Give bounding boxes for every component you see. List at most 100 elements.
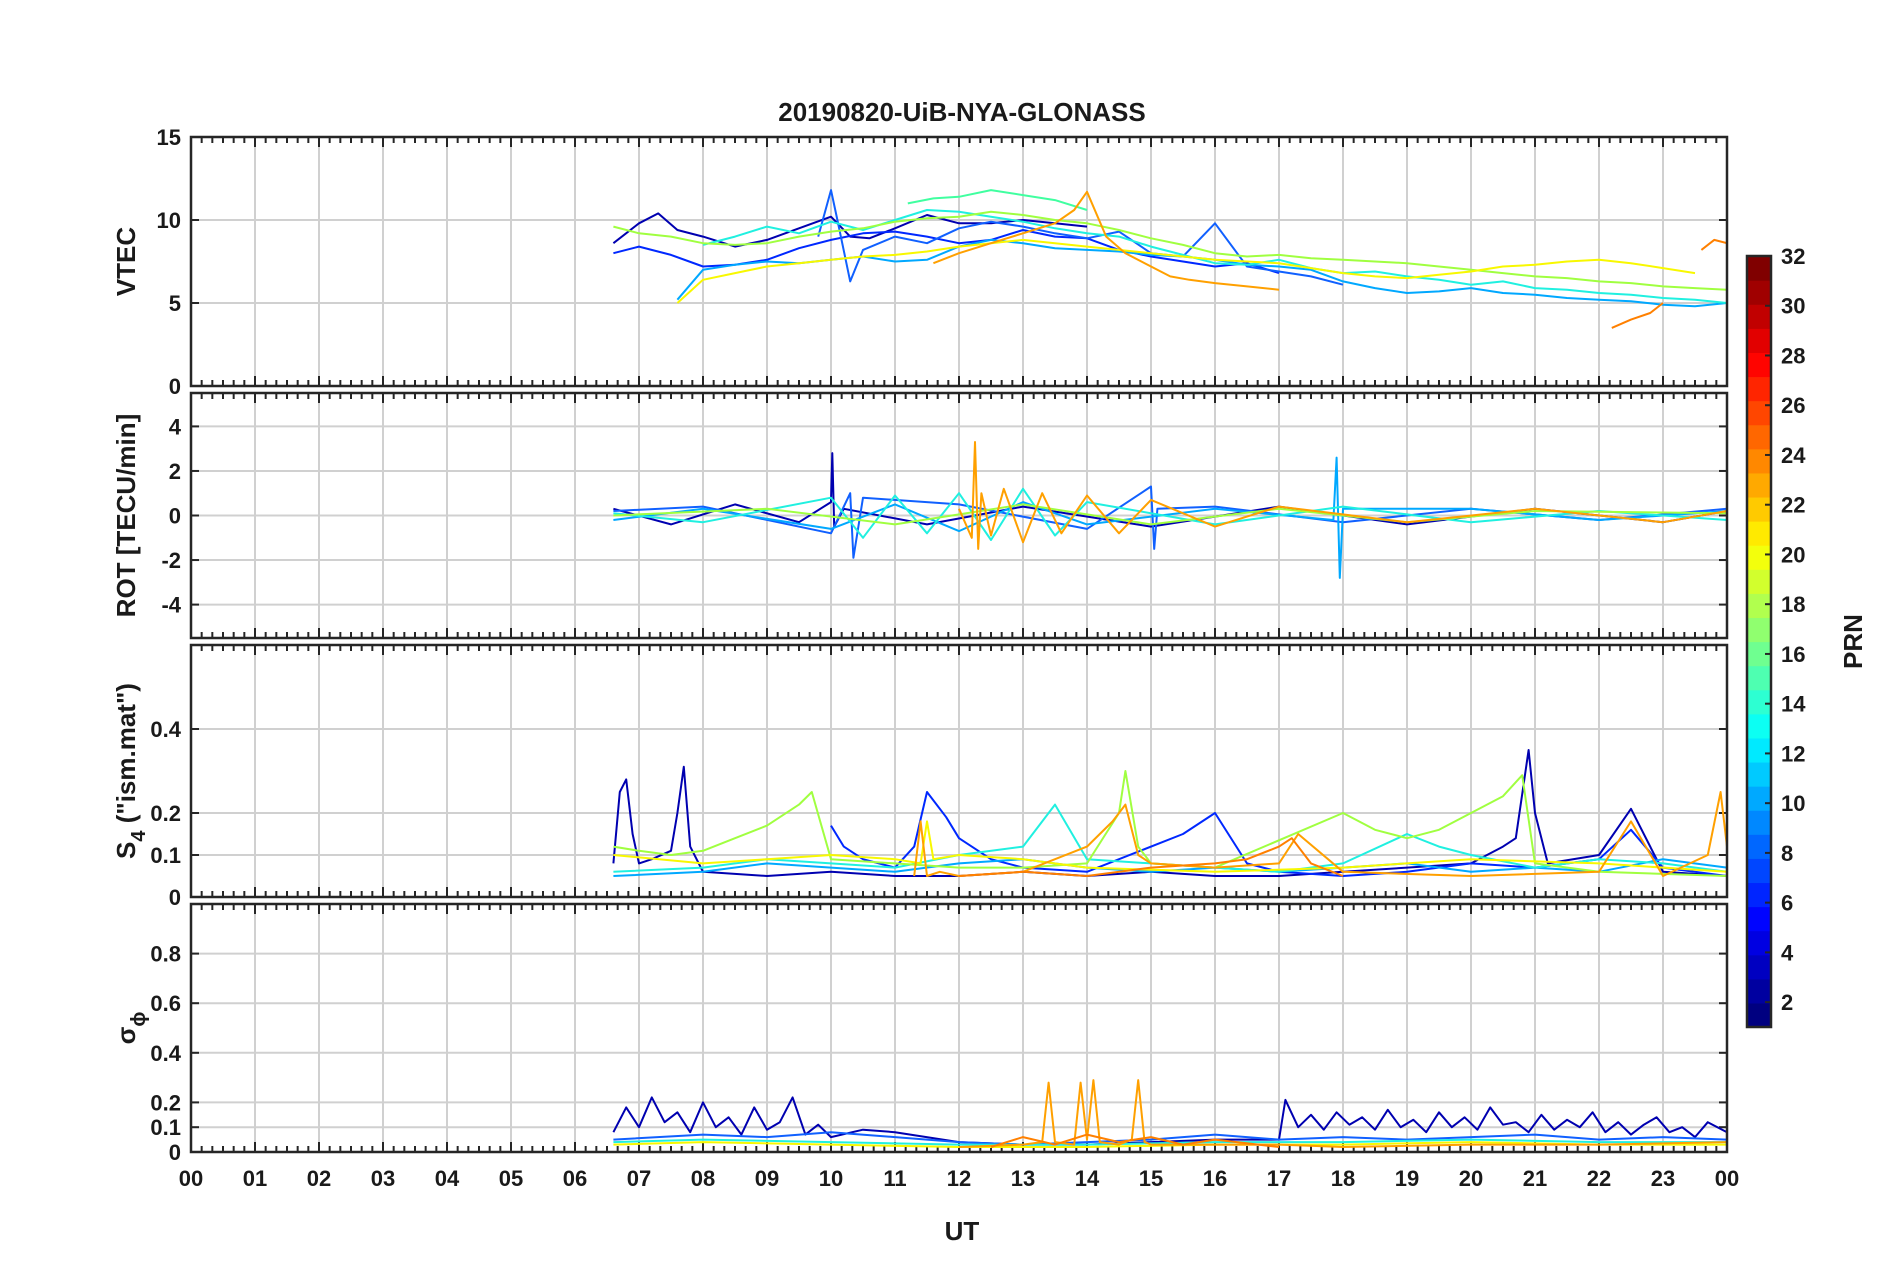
x-tick-label: 17 <box>1267 1166 1291 1191</box>
colorbar-segment <box>1747 834 1771 859</box>
x-tick-label: 00 <box>1715 1166 1739 1191</box>
x-axis-label: UT <box>945 1216 980 1246</box>
panel-s4: 0 0.1 0.2 0.4S4 ("ism.mat") <box>111 643 1729 910</box>
colorbar-frame <box>1745 254 1773 1029</box>
colorbar-tick-label: 30 <box>1781 294 1805 319</box>
colorbar-tick-label: 22 <box>1781 493 1805 518</box>
panel-rot: -4 -2 0 2 4 ROT [TECU/min] <box>111 391 1729 640</box>
series-line <box>907 189 1088 211</box>
y-tick-label: 10 <box>157 208 181 233</box>
colorbar-segment <box>1747 689 1771 715</box>
x-tick-label: 05 <box>499 1166 523 1191</box>
x-tick-label: 22 <box>1587 1166 1611 1191</box>
y-tick-label: 0 <box>169 1140 181 1165</box>
series-line <box>613 1131 1727 1146</box>
panel-frame <box>189 391 1729 640</box>
y-tick-label: 5 <box>169 291 181 316</box>
colorbar-segment <box>1747 810 1771 835</box>
colorbar-tick-label: 32 <box>1781 244 1805 269</box>
x-tick-label: 08 <box>691 1166 715 1191</box>
colorbar-tick-label: 14 <box>1781 692 1806 717</box>
y-tick-label: -2 <box>161 548 181 573</box>
x-tick-label: 02 <box>307 1166 331 1191</box>
colorbar-tick-label: 28 <box>1781 343 1805 368</box>
colorbar-tick-label: 8 <box>1781 841 1793 866</box>
colorbar-tick-label: 20 <box>1781 542 1805 567</box>
series-line <box>933 190 1280 291</box>
colorbar-tick-label: 18 <box>1781 592 1805 617</box>
series-line <box>817 189 1344 286</box>
y-axis-label: S4 ("ism.mat") <box>111 683 150 859</box>
colorbar-segment <box>1747 593 1771 619</box>
y-tick-label: 0.1 <box>150 843 181 868</box>
y-tick-label: 0.6 <box>150 991 181 1016</box>
panel-sigma: 00.10.2 0.4 0.6 0.8 σϕ <box>111 902 1729 1165</box>
colorbar-tick-label: 12 <box>1781 741 1805 766</box>
x-tick-label: 23 <box>1651 1166 1675 1191</box>
colorbar-tick-label: 4 <box>1781 940 1794 965</box>
y-tick-label: -4 <box>161 593 181 618</box>
series-line <box>1700 238 1727 251</box>
series-line <box>958 1079 1727 1148</box>
x-tick-label: 00 <box>179 1166 203 1191</box>
colorbar-tick-label: 26 <box>1781 393 1805 418</box>
colorbar-tick-label: 2 <box>1781 990 1793 1015</box>
x-tick-label: 18 <box>1331 1166 1355 1191</box>
panel-vtec: 0 5 10 15 VTEC <box>111 125 1729 399</box>
colorbar-segment <box>1747 569 1771 594</box>
series-line <box>612 1096 1727 1146</box>
series-line <box>990 1133 1280 1148</box>
series-line <box>958 441 1727 550</box>
y-axis-label: VTEC <box>111 227 141 297</box>
colorbar-segment <box>1747 858 1771 884</box>
y-tick-label: 0 <box>169 504 181 529</box>
colorbar-segment <box>1747 376 1771 402</box>
series-line <box>613 820 1727 873</box>
colorbar-segment <box>1747 496 1771 522</box>
series-line <box>613 1141 1727 1148</box>
panel-frame <box>189 135 1729 388</box>
y-tick-label: 0 <box>169 374 181 399</box>
series-line <box>958 837 1344 877</box>
series-line <box>1611 302 1664 329</box>
y-tick-label: 2 <box>169 459 181 484</box>
series-line <box>613 456 1727 579</box>
x-tick-label: 15 <box>1139 1166 1163 1191</box>
y-tick-label: 0.1 <box>150 1115 181 1140</box>
colorbar-segment <box>1747 352 1771 378</box>
colorbar-segment <box>1747 328 1771 353</box>
x-tick-label: 01 <box>243 1166 267 1191</box>
panel-frame <box>189 643 1729 899</box>
series-line <box>613 858 1727 877</box>
x-tick-label: 06 <box>563 1166 587 1191</box>
colorbar-label: PRN <box>1838 614 1868 669</box>
colorbar-segment <box>1747 761 1771 787</box>
y-tick-label: 0 <box>169 885 181 910</box>
x-tick-label: 19 <box>1395 1166 1419 1191</box>
colorbar-tick-label: 10 <box>1781 791 1805 816</box>
x-tick-label: 13 <box>1011 1166 1035 1191</box>
colorbar-segment <box>1747 545 1771 570</box>
colorbar-segment <box>1747 280 1771 305</box>
colorbar-segment <box>1747 713 1771 739</box>
colorbar-segment <box>1747 737 1771 763</box>
x-tick-label: 20 <box>1459 1166 1483 1191</box>
chart-title: 20190820-UiB-NYA-GLONASS <box>778 97 1146 127</box>
colorbar-segment <box>1747 665 1771 691</box>
x-tick-label: 04 <box>435 1166 460 1191</box>
colorbar-tick-label: 24 <box>1781 443 1806 468</box>
x-tick-label: 12 <box>947 1166 971 1191</box>
y-tick-label: 4 <box>169 414 182 439</box>
series-line <box>676 238 1696 304</box>
colorbar-tick-label: 6 <box>1781 891 1793 916</box>
colorbar-segment <box>1747 786 1771 811</box>
colorbar-segment <box>1747 424 1771 450</box>
colorbar-segment <box>1747 1002 1771 1028</box>
y-axis-label: ROT [TECU/min] <box>111 414 141 618</box>
series-line <box>613 229 1280 275</box>
x-tick-label: 21 <box>1523 1166 1547 1191</box>
y-tick-label: 0.2 <box>150 801 181 826</box>
x-tick-label: 09 <box>755 1166 779 1191</box>
